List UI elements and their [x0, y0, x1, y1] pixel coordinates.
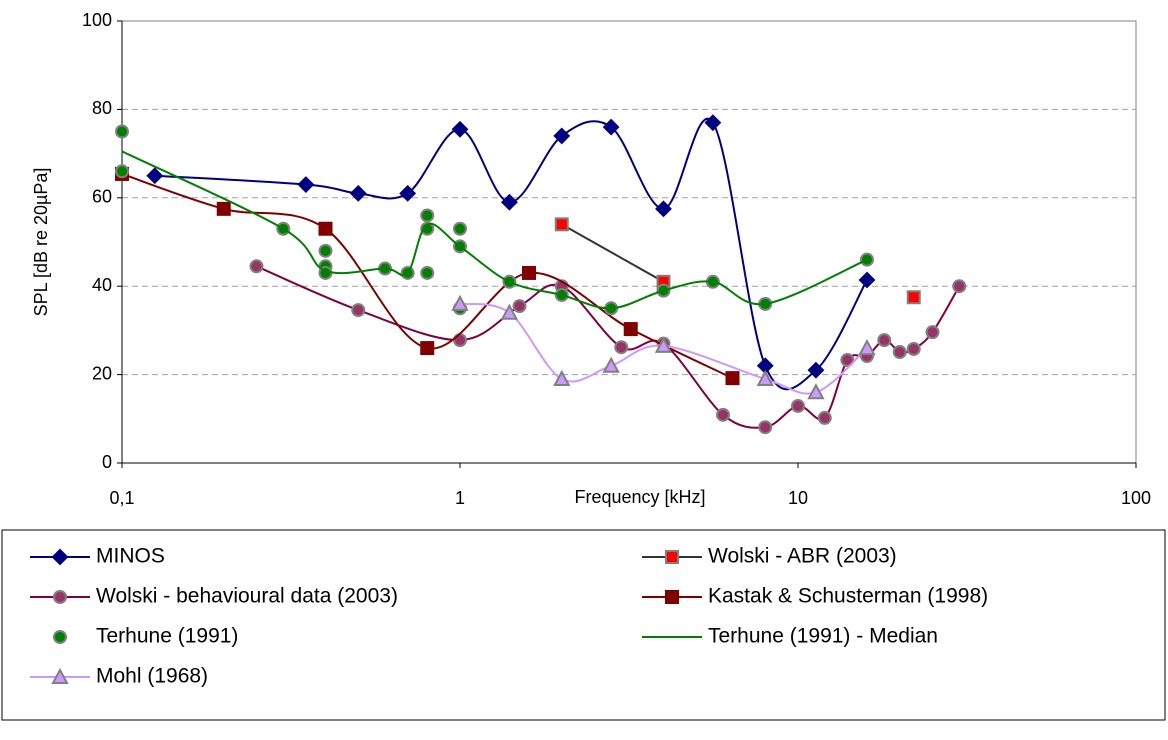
marker: [500, 193, 518, 211]
marker: [453, 333, 467, 348]
legend-label: Wolski - ABR (2003): [708, 545, 897, 568]
marker: [451, 294, 469, 311]
marker: [420, 208, 435, 223]
marker: [216, 201, 231, 216]
legend-label: Mohl (1968): [96, 665, 208, 688]
marker: [725, 371, 740, 386]
x-tick-label: 1: [455, 488, 465, 508]
legend-label: Kastak & Schusterman (1998): [708, 585, 988, 608]
marker: [351, 303, 366, 318]
y-tick-label: 80: [92, 98, 112, 118]
marker: [952, 279, 967, 294]
marker: [758, 420, 773, 435]
marker: [553, 369, 571, 387]
x-tick-label: 100: [1121, 488, 1151, 508]
marker: [858, 271, 876, 289]
y-tick-label: 40: [92, 275, 112, 295]
marker: [906, 290, 921, 305]
series-line: [121, 150, 868, 310]
marker: [553, 127, 571, 145]
marker: [318, 221, 333, 236]
marker: [716, 407, 731, 422]
marker: [297, 176, 315, 193]
marker: [704, 114, 722, 132]
legend-label: Terhune (1991) - Median: [708, 625, 938, 648]
marker: [318, 243, 333, 258]
legend-label: Wolski - behavioural data (2003): [96, 585, 398, 608]
marker: [602, 356, 620, 373]
marker: [665, 550, 679, 564]
y-tick-label: 0: [102, 452, 112, 472]
marker: [451, 120, 469, 138]
marker: [51, 667, 69, 684]
legend-label: Terhune (1991): [96, 625, 238, 648]
marker: [817, 410, 832, 425]
marker: [115, 124, 129, 139]
marker: [858, 338, 876, 356]
marker: [500, 303, 519, 320]
legend-label: MINOS: [96, 545, 165, 568]
y-tick-label: 100: [82, 10, 112, 30]
marker: [756, 369, 774, 387]
marker: [51, 548, 69, 566]
marker: [614, 340, 629, 355]
legend-box: [1, 529, 1166, 721]
x-tick-label: 0,1: [109, 488, 134, 508]
marker: [655, 200, 672, 218]
marker: [453, 221, 467, 236]
marker: [521, 265, 536, 280]
x-axis-title: Frequency [kHz]: [574, 487, 705, 507]
marker: [249, 259, 264, 274]
marker: [349, 184, 367, 202]
marker: [791, 398, 805, 413]
marker: [420, 341, 435, 356]
marker: [554, 217, 569, 232]
marker: [906, 341, 921, 356]
y-tick-label: 60: [92, 187, 112, 207]
y-axis-title: SPL [dB re 20µPa]: [31, 168, 51, 317]
marker: [877, 333, 892, 348]
marker: [53, 630, 67, 644]
marker: [420, 265, 435, 280]
marker: [602, 118, 620, 136]
marker: [807, 383, 825, 400]
x-tick-label: 10: [788, 488, 808, 508]
plot-frame: [121, 20, 1137, 464]
marker: [53, 590, 67, 604]
series-line: [154, 117, 868, 391]
series-line: [256, 265, 961, 429]
marker: [654, 336, 673, 353]
marker: [115, 164, 129, 179]
marker: [512, 299, 527, 314]
marker: [623, 322, 638, 337]
marker: [146, 167, 164, 185]
series-line: [561, 223, 664, 283]
marker: [840, 353, 855, 368]
marker: [807, 361, 825, 379]
marker: [399, 184, 417, 202]
marker: [892, 345, 907, 360]
y-tick-label: 20: [92, 363, 112, 383]
marker: [665, 590, 679, 604]
marker: [925, 325, 940, 340]
